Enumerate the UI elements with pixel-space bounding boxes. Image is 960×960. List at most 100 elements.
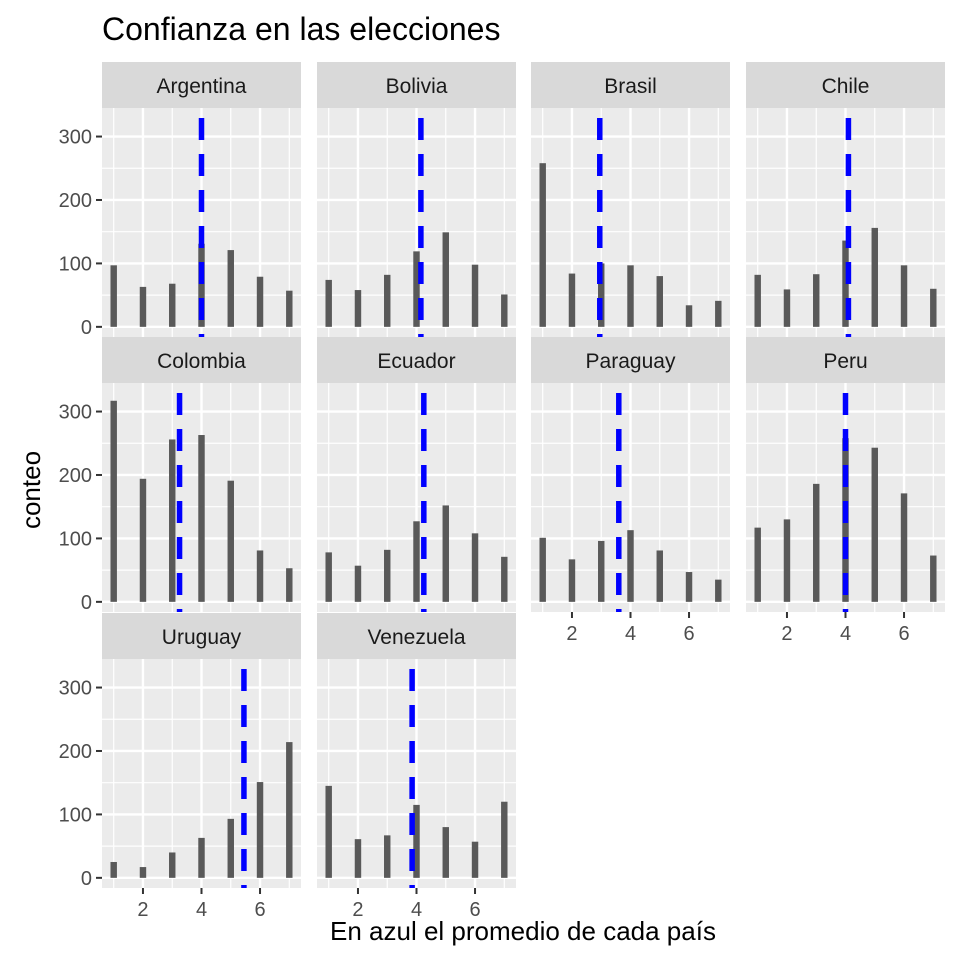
facet-strip <box>102 613 301 659</box>
x-tick-label: 4 <box>411 899 422 921</box>
bar <box>139 867 147 878</box>
bar <box>501 556 508 602</box>
bar <box>442 827 449 878</box>
bar <box>813 483 820 602</box>
y-tick-label: 200 <box>59 190 92 212</box>
facet-strip-label: Argentina <box>157 75 247 98</box>
facet-brasil: Brasil <box>531 62 730 337</box>
y-tick-label: 0 <box>81 317 92 339</box>
bar <box>754 527 761 602</box>
bar <box>783 519 791 602</box>
bar <box>286 290 293 327</box>
x-tick-label: 2 <box>352 899 363 921</box>
facet-strip <box>102 62 301 108</box>
facet-strip-label: Colombia <box>157 350 246 373</box>
facet-strip <box>531 337 730 383</box>
bar <box>539 537 546 602</box>
bar <box>110 861 117 878</box>
bar <box>871 447 878 602</box>
facet-strip <box>317 62 516 108</box>
bar <box>198 837 205 878</box>
x-tick-label: 4 <box>196 899 207 921</box>
bar <box>413 521 420 602</box>
bar <box>384 835 391 878</box>
y-tick-label: 200 <box>59 465 92 487</box>
bar <box>715 300 722 327</box>
y-tick-label: 300 <box>59 402 92 424</box>
x-tick-label: 2 <box>781 623 792 645</box>
bar <box>685 305 693 327</box>
bar <box>198 435 205 602</box>
facet-strip <box>317 613 516 659</box>
bar <box>471 841 479 878</box>
facet-strip-label: Paraguay <box>586 350 676 373</box>
bar <box>442 232 449 327</box>
bar <box>325 279 332 327</box>
bar <box>413 251 420 327</box>
y-tick-label: 0 <box>81 868 92 890</box>
x-tick-label: 2 <box>137 899 148 921</box>
bar <box>900 493 908 602</box>
bar <box>568 273 576 327</box>
y-tick-label: 300 <box>59 127 92 149</box>
bar <box>354 290 362 327</box>
bar <box>413 804 420 878</box>
bar <box>501 801 508 878</box>
x-tick-label: 4 <box>840 623 851 645</box>
bar <box>627 265 634 327</box>
bar <box>169 283 176 327</box>
facet-argentina: Argentina 0 100 200 300 <box>59 62 301 339</box>
bar <box>656 276 663 327</box>
bar <box>715 579 722 602</box>
y-tick-label: 100 <box>59 253 92 275</box>
bar <box>198 243 205 327</box>
bar <box>384 549 391 602</box>
facet-grid: Argentina 0 100 200 300 Bolivia Brasil Chile Col… <box>59 62 945 921</box>
bar <box>930 555 937 602</box>
bar <box>627 530 634 602</box>
bar <box>227 818 234 878</box>
facet-strip-label: Ecuador <box>377 350 455 373</box>
bar <box>900 265 908 327</box>
bar <box>471 533 479 602</box>
facet-strip-label: Uruguay <box>162 626 242 649</box>
facet-strip <box>746 337 945 383</box>
y-tick-label: 300 <box>59 678 92 700</box>
bar <box>227 480 234 602</box>
facet-uruguay: Uruguay 0 100 200 300 2 4 6 <box>59 613 301 921</box>
bar <box>139 286 147 327</box>
bar <box>568 559 576 602</box>
bar <box>169 439 176 602</box>
x-tick-label: 2 <box>566 623 577 645</box>
bar <box>930 288 937 327</box>
x-tick-label: 6 <box>469 899 480 921</box>
facet-strip-label: Peru <box>823 350 867 373</box>
bar <box>842 240 849 327</box>
chart-title: Confianza en las elecciones <box>102 11 500 47</box>
facet-bolivia: Bolivia <box>317 62 516 337</box>
bar <box>783 289 791 327</box>
bar <box>256 550 264 602</box>
bar <box>110 400 117 602</box>
x-tick-label: 6 <box>254 899 265 921</box>
y-axis-label: conteo <box>16 451 46 529</box>
bar <box>286 742 293 878</box>
bar <box>139 478 147 602</box>
bar <box>354 839 362 878</box>
bar <box>685 572 693 602</box>
facet-strip-label: Chile <box>822 75 870 98</box>
x-tick-label: 4 <box>625 623 636 645</box>
facet-venezuela: Venezuela 2 4 6 <box>317 613 516 921</box>
facet-strip <box>746 62 945 108</box>
facet-strip-label: Brasil <box>604 75 657 98</box>
bar <box>501 294 508 327</box>
bar <box>227 250 234 327</box>
bar <box>754 274 761 327</box>
bar <box>598 540 605 602</box>
x-tick-label: 6 <box>683 623 694 645</box>
facet-strip <box>317 337 516 383</box>
facet-paraguay: Paraguay 2 4 6 <box>531 337 730 645</box>
y-tick-label: 100 <box>59 528 92 550</box>
bar <box>325 552 332 602</box>
